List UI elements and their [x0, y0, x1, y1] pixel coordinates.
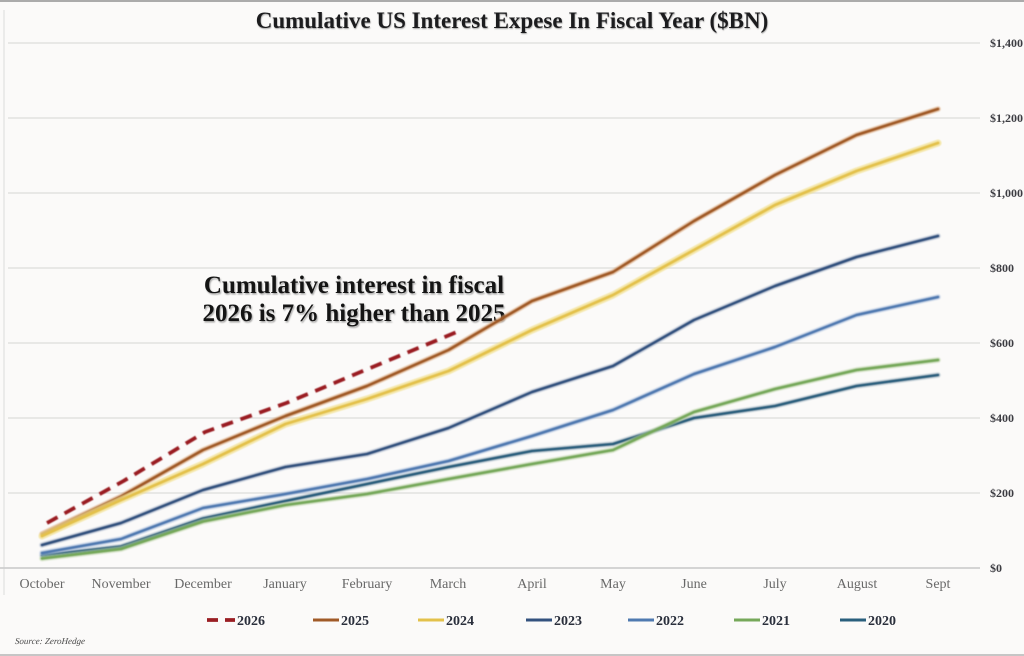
svg-text:$1,000: $1,000 — [990, 186, 1023, 200]
svg-text:August: August — [837, 577, 878, 592]
svg-text:November: November — [91, 577, 150, 592]
svg-text:$200: $200 — [990, 486, 1014, 500]
svg-text:February: February — [342, 577, 393, 592]
svg-text:2021: 2021 — [762, 614, 790, 629]
svg-text:2026: 2026 — [237, 614, 265, 629]
svg-text:April: April — [517, 577, 547, 592]
svg-text:2025: 2025 — [341, 614, 369, 629]
svg-text:$0: $0 — [990, 561, 1002, 575]
svg-text:Sept: Sept — [926, 577, 951, 592]
svg-text:$800: $800 — [990, 261, 1014, 275]
svg-text:July: July — [763, 577, 786, 592]
svg-text:May: May — [600, 577, 626, 592]
svg-text:March: March — [430, 577, 467, 592]
svg-text:$600: $600 — [990, 336, 1014, 350]
svg-text:$400: $400 — [990, 411, 1014, 425]
svg-text:2022: 2022 — [656, 614, 684, 629]
svg-text:January: January — [263, 577, 307, 592]
svg-text:2023: 2023 — [554, 614, 582, 629]
svg-text:2020: 2020 — [868, 614, 896, 629]
svg-text:October: October — [19, 577, 64, 592]
svg-text:December: December — [174, 577, 232, 592]
svg-text:2024: 2024 — [446, 614, 474, 629]
svg-text:$1,400: $1,400 — [990, 36, 1023, 50]
svg-text:$1,200: $1,200 — [990, 111, 1023, 125]
svg-text:June: June — [681, 577, 707, 592]
